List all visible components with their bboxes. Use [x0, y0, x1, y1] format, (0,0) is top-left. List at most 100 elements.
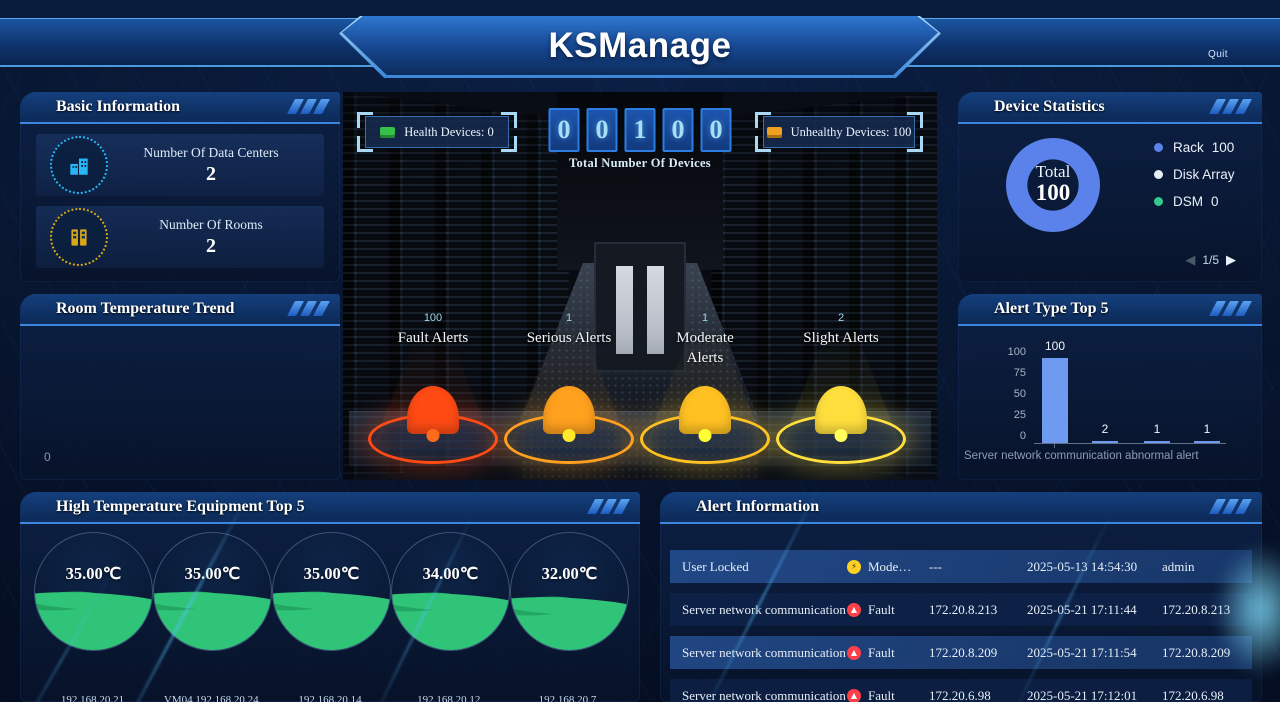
- legend-item-dsm[interactable]: DSM 0: [1154, 194, 1243, 209]
- counter-digit: 0: [548, 108, 580, 152]
- device-total-donut: Total 100: [1006, 138, 1100, 232]
- alert-table-row[interactable]: User Locked ⚡ Mode… --- 2025-05-13 14:54:…: [670, 550, 1252, 583]
- unhealthy-device-icon: [766, 126, 782, 138]
- rooms-card: Number Of Rooms 2: [36, 206, 324, 268]
- panel-alert-information: Alert Information User Locked ⚡ Mode… ---…: [660, 492, 1262, 702]
- panel-title: Room Temperature Trend: [56, 300, 235, 317]
- triple-slash-icon: [287, 99, 330, 114]
- rooms-label: Number Of Rooms: [159, 216, 263, 232]
- y-axis-ticks: 100 75 50 25 0: [1007, 346, 1026, 442]
- gauge-temperature: 35.00℃: [303, 564, 360, 584]
- server-room-scene: Health Devices: 0 Unhealthy Devices: 100…: [343, 92, 937, 480]
- moderate-alerts-label: Moderate Alerts: [676, 330, 734, 367]
- gauge-temperature: 32.00℃: [541, 564, 598, 584]
- donut-total-label: Total: [1035, 162, 1071, 182]
- serious-alerts-label: Serious Alerts: [526, 330, 612, 346]
- data-centers-value: 2: [206, 162, 216, 185]
- legend-item-rack[interactable]: Rack 100: [1154, 140, 1243, 155]
- serious-alerts-count: 1: [565, 312, 573, 324]
- pager-next-icon[interactable]: ▶: [1226, 252, 1236, 267]
- gauge-fill: [35, 600, 152, 650]
- unhealthy-devices-label: Unhealthy Devices: 100: [790, 124, 912, 139]
- counter-digit: 0: [586, 108, 618, 152]
- panel-header: Device Statistics: [958, 92, 1262, 124]
- gauge-sublabels-clipped: 192.168.20.21 VM04 192.168.20.24 192.168…: [60, 694, 597, 702]
- bar-value-label: 2: [1101, 422, 1109, 436]
- temperature-gauge: 35.00℃: [34, 532, 153, 651]
- legend-dot: [1154, 170, 1163, 179]
- bell-icon: [543, 386, 595, 434]
- header-trapezoid: KSManage: [342, 16, 938, 75]
- health-devices-box: Health Devices: 0: [357, 112, 517, 152]
- panel-title: Device Statistics: [994, 98, 1105, 115]
- device-legend: Rack 100 Disk Array DSM 0: [1154, 140, 1243, 221]
- bar-value-label: 1: [1153, 422, 1161, 436]
- fault-alerts-label: Fault Alerts: [397, 330, 469, 346]
- gauge-fill: [511, 605, 628, 650]
- device-pager: ◀ 1/5 ▶: [1185, 252, 1236, 268]
- panel-header: High Temperature Equipment Top 5: [20, 492, 640, 524]
- slight-alerts-label: Slight Alerts: [803, 330, 879, 346]
- gauge-temperature: 34.00℃: [422, 564, 479, 584]
- counter-digit: 0: [700, 108, 732, 152]
- triple-slash-icon: [587, 499, 630, 514]
- axis-origin-label: 0: [44, 450, 51, 464]
- bar-chart-plot: 100 2 1 1: [1034, 339, 1226, 448]
- legend-dot: [1154, 143, 1163, 152]
- gauge-fill: [392, 602, 509, 650]
- moderate-alerts-count: 1: [701, 312, 709, 324]
- counter-caption: Total Number Of Devices: [569, 156, 711, 170]
- header-top-strip: [0, 0, 1280, 18]
- quit-button[interactable]: Quit: [1208, 49, 1228, 60]
- legend-item-disk-array[interactable]: Disk Array: [1154, 167, 1243, 182]
- panel-header: Alert Information: [660, 492, 1262, 524]
- fault-alert-icon: ▲: [847, 645, 861, 660]
- triple-slash-icon: [1209, 99, 1252, 114]
- data-centers-label: Number Of Data Centers: [143, 144, 279, 160]
- moderate-alerts-group: 1 Moderate Alerts: [637, 312, 773, 466]
- slight-alerts-count: 2: [837, 312, 845, 324]
- x-axis-tick: [1054, 443, 1055, 448]
- bell-icon: [815, 386, 867, 434]
- alert-table-row[interactable]: Server network communication … ▲ Fault 17…: [670, 593, 1252, 626]
- legend-dot: [1154, 197, 1163, 206]
- triple-slash-icon: [1209, 499, 1252, 514]
- panel-title: High Temperature Equipment Top 5: [56, 498, 305, 515]
- slight-alerts-group: 2 Slight Alerts: [773, 312, 909, 466]
- device-counter: 0 0 1 0 0: [548, 108, 732, 152]
- server-cabinet-icon: [50, 208, 108, 266]
- alert-bar: [1144, 441, 1170, 443]
- panel-device-statistics: Device Statistics Total 100 Rack 100 Dis…: [958, 92, 1262, 282]
- fault-alerts-count: 100: [423, 312, 443, 324]
- panel-header: Room Temperature Trend: [20, 294, 340, 326]
- moderate-alert-icon: ⚡: [847, 559, 861, 574]
- panel-title: Alert Type Top 5: [994, 300, 1109, 317]
- corridor-door: [594, 242, 686, 372]
- bar-chart-caption: Server network communication abnormal al…: [964, 450, 1199, 462]
- counter-digit: 0: [662, 108, 694, 152]
- gauge-fill: [154, 600, 271, 650]
- panel-high-temperature-top5: High Temperature Equipment Top 5 35.00℃ …: [20, 492, 640, 702]
- alert-bar: [1042, 358, 1068, 443]
- gauge-temperature: 35.00℃: [184, 564, 241, 584]
- panel-alert-type-top5: Alert Type Top 5 100 75 50 25 0 100 2 1 …: [958, 294, 1262, 480]
- bell-icon: [679, 386, 731, 434]
- data-center-building-icon: [50, 136, 108, 194]
- panel-room-temperature-trend: Room Temperature Trend 0: [20, 294, 340, 480]
- rooms-value: 2: [206, 234, 216, 257]
- fault-alert-icon: ▲: [847, 688, 861, 702]
- alert-table-row[interactable]: Server network communication … ▲ Fault 17…: [670, 636, 1252, 669]
- gauge-row: 35.00℃ 35.00℃ 35.00℃ 34.00℃ 32.00℃: [34, 532, 629, 651]
- temperature-gauge: 34.00℃: [391, 532, 510, 651]
- bar-value-label: 100: [1044, 339, 1066, 353]
- healthy-device-icon: [380, 126, 396, 138]
- panel-title: Alert Information: [696, 498, 820, 515]
- pager-page-number: 1/5: [1202, 253, 1219, 267]
- alert-table-row-clipped[interactable]: Server network communication … ▲ Fault 17…: [670, 679, 1252, 702]
- triple-slash-icon: [1209, 301, 1252, 316]
- health-devices-label: Health Devices: 0: [404, 124, 494, 139]
- pager-prev-icon[interactable]: ◀: [1185, 252, 1196, 267]
- temperature-gauge: 32.00℃: [510, 532, 629, 651]
- data-centers-card: Number Of Data Centers 2: [36, 134, 324, 196]
